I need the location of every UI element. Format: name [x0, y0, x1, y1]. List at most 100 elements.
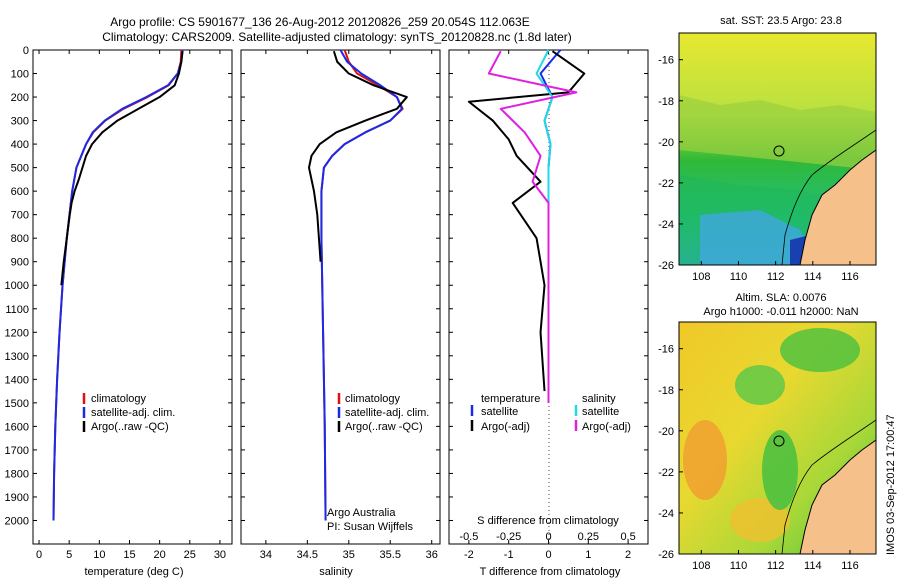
- temperature-lines: [52, 49, 184, 521]
- x-top-tick-label: 0: [545, 531, 551, 543]
- x-tick-label: -1: [504, 549, 514, 561]
- y-tick-label: 1000: [5, 280, 29, 292]
- x-tick-label: 2: [625, 549, 631, 561]
- x-tick-label: -2: [464, 549, 474, 561]
- y-tick-label: 900: [11, 257, 29, 269]
- difference-lines: [467, 49, 586, 403]
- series-line-argo-raw-qc-: [60, 51, 184, 286]
- y-tick-label: 400: [11, 139, 29, 151]
- x-tick-label: 36: [426, 549, 438, 561]
- legend-label-climatology: climatology: [345, 393, 401, 405]
- map-x-tick-label: 112: [767, 560, 785, 572]
- temperature-panel: [32, 49, 233, 545]
- y-tick-label: 1800: [5, 468, 29, 480]
- map-y-tick-label: -22: [658, 178, 674, 190]
- map-y-tick-label: -18: [658, 385, 674, 397]
- annotation-argo-australia: Argo Australia: [327, 507, 396, 519]
- x-tick-label: 34.5: [297, 549, 318, 561]
- map-y-tick-label: -24: [658, 508, 674, 520]
- s-difference-label: S difference from climatology: [477, 515, 619, 527]
- x-top-tick-label: 0.25: [578, 531, 599, 543]
- series-line-satellite: [535, 49, 554, 403]
- salinity-panel: [240, 49, 441, 545]
- legend-label-satellite-adj: satellite-adj. clim.: [91, 407, 175, 419]
- y-tick-label: 1500: [5, 398, 29, 410]
- series-line-satellite-adj-clim-: [320, 49, 403, 521]
- legend-title-temperature: temperature: [481, 393, 540, 405]
- y-tick-label: 300: [11, 116, 29, 128]
- y-tick-label: 1600: [5, 421, 29, 433]
- series-line-satellite-adj-clim-: [52, 49, 184, 521]
- x-tick-label: 5: [66, 549, 72, 561]
- y-tick-label: 1200: [5, 327, 29, 339]
- legend-label-satellite-adj: satellite-adj. clim.: [345, 407, 429, 419]
- map-y-tick-label: -26: [658, 549, 674, 561]
- map-y-tick-label: -18: [658, 96, 674, 108]
- sla-map-title-2: Argo h1000: -0.011 h2000: NaN: [703, 306, 858, 318]
- map-x-tick-label: 116: [841, 271, 859, 283]
- legend-label-t-argo: Argo(-adj): [481, 421, 530, 433]
- difference-axes: -2 -1 0 1 2 -0.5 -0.25 0 0.25 0.5: [449, 49, 648, 561]
- map-y-tick-label: -20: [658, 426, 674, 438]
- sst-map-axes: 108 110 112 114 116 -16 -18 -20 -22 -24 -26: [658, 55, 859, 283]
- map-y-tick-label: -24: [658, 219, 674, 231]
- series-line-argo-adj-: [487, 50, 578, 403]
- x-tick-label: 0: [36, 549, 42, 561]
- legend-label-argo: Argo(..raw -QC): [91, 421, 169, 433]
- y-tick-label: 2000: [5, 515, 29, 527]
- series-line-argo-raw-qc-: [307, 50, 408, 262]
- legend-title-salinity: salinity: [582, 393, 616, 405]
- sst-map-title: sat. SST: 23.5 Argo: 23.8: [720, 15, 842, 27]
- y-tick-label: 500: [11, 163, 29, 175]
- map-y-tick-label: -20: [658, 137, 674, 149]
- title-line-2: Climatology: CARS2009. Satellite-adjuste…: [102, 30, 572, 44]
- x-tick-label: 20: [154, 549, 166, 561]
- y-tick-label: 1100: [5, 304, 29, 316]
- title-line-1: Argo profile: CS 5901677_136 26-Aug-2012…: [110, 15, 529, 29]
- x-top-tick-label: -0.25: [496, 531, 521, 543]
- legend-label-argo: Argo(..raw -QC): [345, 421, 423, 433]
- sla-map: [679, 322, 876, 554]
- x-tick-label: 1: [585, 549, 591, 561]
- map-y-tick-label: -22: [658, 467, 674, 479]
- map-x-tick-label: 110: [730, 560, 748, 572]
- map-y-tick-label: -26: [658, 260, 674, 272]
- y-tick-label: 700: [11, 210, 29, 222]
- salinity-xlabel: salinity: [319, 566, 353, 578]
- y-tick-label: 1700: [5, 445, 29, 457]
- x-top-tick-label: 0.5: [620, 531, 635, 543]
- sla-map-title-1: Altim. SLA: 0.0076: [735, 292, 826, 304]
- x-top-tick-label: -0.5: [459, 531, 478, 543]
- y-tick-label: 600: [11, 186, 29, 198]
- legend-label-s-argo: Argo(-adj): [582, 421, 631, 433]
- y-tick-label: 1900: [5, 492, 29, 504]
- argo-location-marker-2: [773, 435, 785, 447]
- annotation-pi: PI: Susan Wijffels: [327, 521, 413, 533]
- temperature-axes: 0 5 10 15 20 25 300100200300400500600700800900…: [5, 45, 232, 561]
- y-tick-label: 1400: [5, 374, 29, 386]
- x-tick-label: 35: [343, 549, 355, 561]
- salinity-lines: [307, 49, 408, 521]
- y-tick-label: 0: [23, 45, 29, 57]
- x-tick-label: 34: [260, 549, 272, 561]
- salinity-axes: 34 34.5 35 35.5 36: [241, 49, 440, 561]
- y-tick-label: 800: [11, 233, 29, 245]
- map-x-tick-label: 108: [692, 271, 710, 283]
- t-difference-xlabel: T difference from climatology: [480, 566, 621, 578]
- temperature-xlabel: temperature (deg C): [84, 566, 183, 578]
- legend-label-climatology: climatology: [91, 393, 147, 405]
- map-y-tick-label: -16: [658, 344, 674, 356]
- y-tick-label: 1300: [5, 351, 29, 363]
- argo-location-marker: [773, 145, 785, 157]
- legend-label-t-satellite: satellite: [481, 406, 518, 418]
- sst-map: [679, 33, 876, 265]
- temperature-legend: climatology satellite-adj. clim. Argo(..…: [82, 393, 175, 433]
- x-tick-label: 10: [93, 549, 105, 561]
- y-tick-label: 200: [11, 92, 29, 104]
- map-x-tick-label: 112: [767, 271, 785, 283]
- map-y-tick-label: -16: [658, 55, 674, 67]
- y-tick-label: 100: [11, 69, 29, 81]
- legend-label-s-satellite: satellite: [582, 406, 619, 418]
- x-tick-label: 0: [545, 549, 551, 561]
